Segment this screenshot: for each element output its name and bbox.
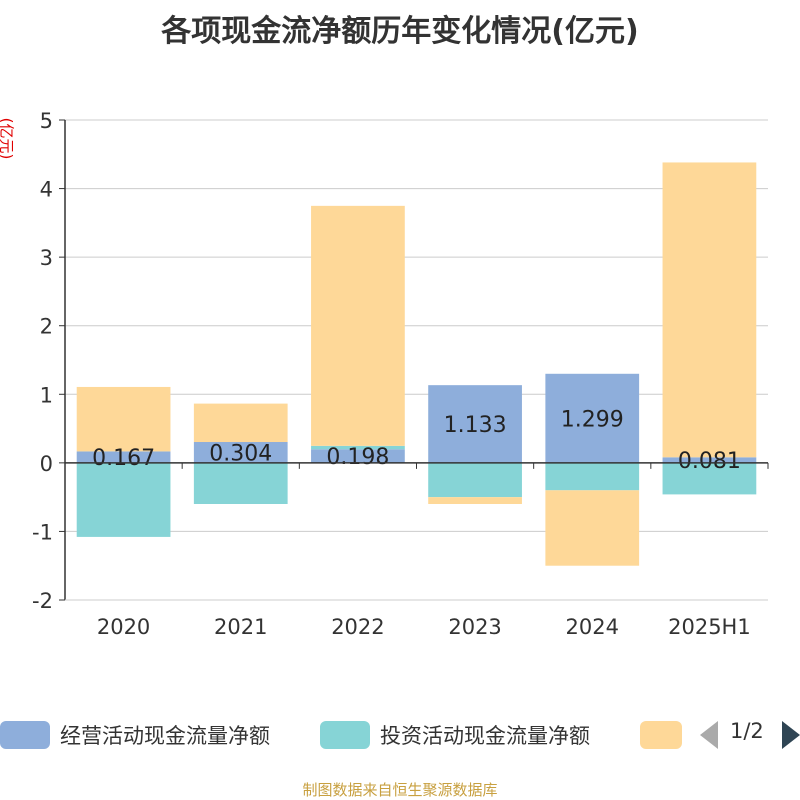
bar-series1-2025H1 — [662, 457, 757, 463]
legend-swatch-investing — [320, 721, 370, 749]
legend-next-page-icon[interactable] — [782, 721, 800, 749]
data-label-2025H1: 0.081 — [678, 449, 741, 474]
bar-series3-2025H1 — [662, 162, 757, 458]
y-tick-label: 2 — [40, 315, 53, 339]
x-tick-label-2021: 2021 — [214, 615, 267, 639]
y-tick-label: -1 — [32, 520, 53, 544]
chart-title: 各项现金流净额历年变化情况(亿元) — [161, 14, 639, 49]
bar-series2-2024 — [545, 462, 640, 491]
bar-series3-2022 — [311, 205, 405, 446]
bar-series2-2022 — [311, 445, 405, 450]
bar-series3-2023 — [428, 497, 522, 504]
x-tick-label-2023: 2023 — [448, 615, 501, 639]
bar-series3-2020 — [76, 386, 171, 452]
legend-label-operating: 经营活动现金流量净额 — [60, 724, 270, 748]
bar-series3-2021 — [193, 403, 288, 443]
legend-item-third-series[interactable] — [640, 718, 692, 752]
bar-series1-2022 — [311, 449, 405, 463]
bar-series2-2021 — [193, 462, 288, 504]
legend-prev-page-icon[interactable] — [700, 721, 718, 749]
data-label-2023: 1.133 — [444, 413, 507, 438]
legend-swatch-operating — [0, 721, 50, 749]
bar-series3-2024 — [545, 490, 640, 566]
bar-series2-2025H1 — [662, 462, 757, 495]
legend-page-indicator: 1/2 — [730, 719, 764, 743]
bar-series2-2020 — [76, 462, 171, 537]
bar-series1-2024 — [545, 373, 640, 463]
bar-series1-2020 — [76, 451, 171, 463]
y-tick-label: -2 — [32, 589, 53, 613]
legend-item-operating[interactable]: 经营活动现金流量净额 — [0, 718, 270, 752]
data-label-2022: 0.198 — [326, 445, 389, 470]
legend-item-investing[interactable]: 投资活动现金流量净额 — [320, 718, 590, 752]
y-tick-label: 3 — [40, 246, 53, 270]
y-tick-label: 1 — [40, 383, 53, 407]
y-tick-label: 5 — [40, 109, 53, 133]
x-tick-label-2024: 2024 — [566, 615, 619, 639]
legend-swatch-third-series — [640, 721, 682, 749]
data-source-footer: 制图数据来自恒生聚源数据库 — [302, 781, 498, 799]
x-tick-label-2022: 2022 — [331, 615, 384, 639]
bar-series1-2021 — [193, 442, 288, 463]
data-label-2020: 0.167 — [92, 446, 155, 471]
y-tick-label: 4 — [40, 178, 53, 202]
data-label-2024: 1.299 — [561, 407, 624, 432]
x-tick-label-2020: 2020 — [97, 615, 150, 639]
y-tick-label: 0 — [40, 452, 53, 476]
bar-series2-2023 — [428, 462, 522, 498]
legend-label-investing: 投资活动现金流量净额 — [380, 724, 590, 748]
bar-series1-2023 — [428, 385, 522, 463]
x-tick-label-2025H1: 2025H1 — [668, 615, 751, 639]
